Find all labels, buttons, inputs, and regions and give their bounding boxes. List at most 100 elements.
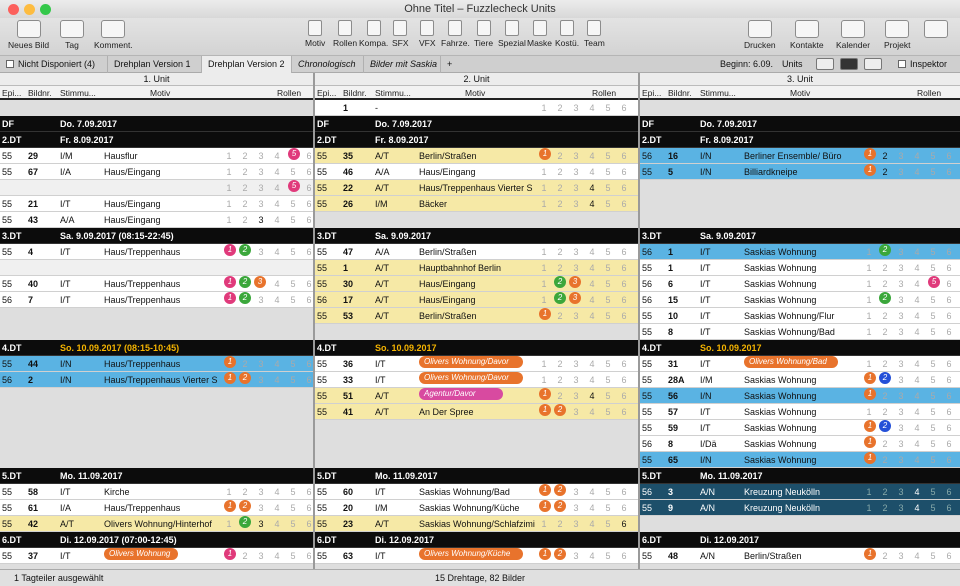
scene-row[interactable]: 55 67 I/A Haus/Eingang 1 2 3 4 5 6 (0, 164, 313, 180)
scene-row[interactable]: 55 46 A/A Haus/Eingang 1 2 3 4 5 6 (315, 164, 638, 180)
search-button[interactable] (924, 20, 948, 40)
day-header-row[interactable]: 4.DT So. 10.09.2017 (640, 340, 960, 356)
close-window-button[interactable] (8, 4, 19, 15)
scene-row[interactable]: 55 36 I/T 1 2 3 4 5 6 Olivers Wohnung/Davor (315, 356, 638, 372)
day-header-row[interactable]: 2.DT Fr. 8.09.2017 (0, 132, 313, 148)
day-header-row[interactable]: DF Do. 7.09.2017 (0, 116, 313, 132)
column-header[interactable]: Stimmu... (375, 88, 411, 98)
drucken-button[interactable]: Drucken (744, 20, 776, 50)
sfx-button[interactable]: SFX (392, 20, 409, 48)
scene-row[interactable]: 55 23 A/T Saskias Wohnung/Schlafzimi 1 2 3 4 5 6 (315, 516, 638, 532)
scene-row[interactable]: 55 43 A/A Haus/Eingang 1 2 3 4 5 6 (0, 212, 313, 228)
scene-row[interactable]: 55 9 A/N Kreuzung Neukölln 1 2 3 4 5 6 (640, 500, 960, 516)
scene-row[interactable]: 56 3 A/N Kreuzung Neukölln 1 2 3 4 5 6 (640, 484, 960, 500)
zoom-window-button[interactable] (40, 4, 51, 15)
tag-button[interactable]: Tag (60, 20, 84, 50)
day-header-row[interactable]: 5.DT Mo. 11.09.2017 (315, 468, 638, 484)
day-header-row[interactable]: DF Do. 7.09.2017 (640, 116, 960, 132)
column-header[interactable]: Motiv (790, 88, 811, 98)
column-header[interactable]: Bildnr. (28, 88, 52, 98)
scene-row[interactable] (0, 260, 313, 276)
scene-row[interactable]: 55 21 I/T Haus/Eingang 1 2 3 4 5 6 (0, 196, 313, 212)
minimize-window-button[interactable] (24, 4, 35, 15)
day-header-row[interactable]: 6.DT Di. 12.09.2017 (07:00-12:45) (0, 532, 313, 548)
kalender-button[interactable]: Kalender (836, 20, 870, 50)
column-header[interactable]: Stimmu... (700, 88, 736, 98)
kostü-button[interactable]: Kostü. (555, 20, 579, 48)
units-view-icon[interactable] (840, 58, 858, 70)
day-header-row[interactable]: 4.DT So. 10.09.2017 (08:15-10:45) (0, 340, 313, 356)
column-header[interactable]: Epi... (642, 88, 662, 98)
scene-row[interactable]: 55 1 I/T Saskias Wohnung 1 2 3 4 5 6 (640, 260, 960, 276)
scene-row[interactable]: 55 58 I/T Kirche 1 2 3 4 5 6 (0, 484, 313, 500)
add-tab-button[interactable]: + (447, 59, 453, 69)
kompa-button[interactable]: Kompa. (359, 20, 388, 48)
tab-chronologisch[interactable]: Chronologisch (292, 56, 364, 73)
day-header-row[interactable]: 5.DT Mo. 11.09.2017 (640, 468, 960, 484)
grid-view-icon[interactable] (864, 58, 882, 70)
day-header-row[interactable]: 4.DT So. 10.09.2017 (315, 340, 638, 356)
scene-row[interactable]: 55 31 I/T 1 2 3 4 5 6 Olivers Wohnung/Bad (640, 356, 960, 372)
scene-row[interactable]: 55 26 I/M Bäcker 1 2 3 4 5 6 (315, 196, 638, 212)
day-header-row[interactable]: DF Do. 7.09.2017 (315, 116, 638, 132)
day-header-row[interactable]: 3.DT Sa. 9.09.2017 (315, 228, 638, 244)
day-header-row[interactable]: 6.DT Di. 12.09.2017 (315, 532, 638, 548)
team-button[interactable]: Team (584, 20, 605, 48)
day-header-row[interactable]: 3.DT Sa. 9.09.2017 (640, 228, 960, 244)
neues-bild-button[interactable]: Neues Bild (8, 20, 49, 50)
tab-drehplan-version-2[interactable]: Drehplan Version 2 (202, 56, 292, 73)
scene-row[interactable]: 55 47 A/A Berlin/Straßen 1 2 3 4 5 6 (315, 244, 638, 260)
scene-row[interactable]: 55 1 A/T Hauptbahnhof Berlin 1 2 3 4 5 6 (315, 260, 638, 276)
column-header[interactable]: Rollen (917, 88, 942, 98)
rollen-button[interactable]: Rollen (333, 20, 357, 48)
tab-nicht-disponiert[interactable]: Nicht Disponiert (4) (0, 56, 108, 73)
kontakte-button[interactable]: Kontakte (790, 20, 824, 50)
day-header-row[interactable]: 5.DT Mo. 11.09.2017 (0, 468, 313, 484)
tab-bilder-mit-saskia[interactable]: Bilder mit Saskia (364, 56, 441, 73)
vfx-button[interactable]: VFX (419, 20, 436, 48)
scene-row[interactable]: 55 57 I/T Saskias Wohnung 1 2 3 4 5 6 (640, 404, 960, 420)
inspector-toggle[interactable]: Inspektor (898, 56, 947, 72)
scene-row[interactable]: 55 33 I/T 1 2 3 4 5 6 Olivers Wohnung/Davor (315, 372, 638, 388)
column-header[interactable]: Stimmu... (60, 88, 96, 98)
day-header-row[interactable]: 2.DT Fr. 8.09.2017 (315, 132, 638, 148)
day-header-row[interactable]: 2.DT Fr. 8.09.2017 (640, 132, 960, 148)
list-view-icon[interactable] (816, 58, 834, 70)
column-header[interactable]: Bildnr. (668, 88, 692, 98)
column-header[interactable]: Motiv (150, 88, 171, 98)
tab-drehplan-version-1[interactable]: Drehplan Version 1 (108, 56, 202, 73)
maske-button[interactable]: Maske (527, 20, 552, 48)
column-header[interactable]: Rollen (592, 88, 617, 98)
column-header[interactable]: Epi... (2, 88, 22, 98)
fahrze-button[interactable]: Fahrze. (441, 20, 470, 48)
column-header[interactable]: Motiv (465, 88, 486, 98)
projekt-button[interactable]: Projekt (884, 20, 910, 50)
day-header-row[interactable]: 6.DT Di. 12.09.2017 (640, 532, 960, 548)
